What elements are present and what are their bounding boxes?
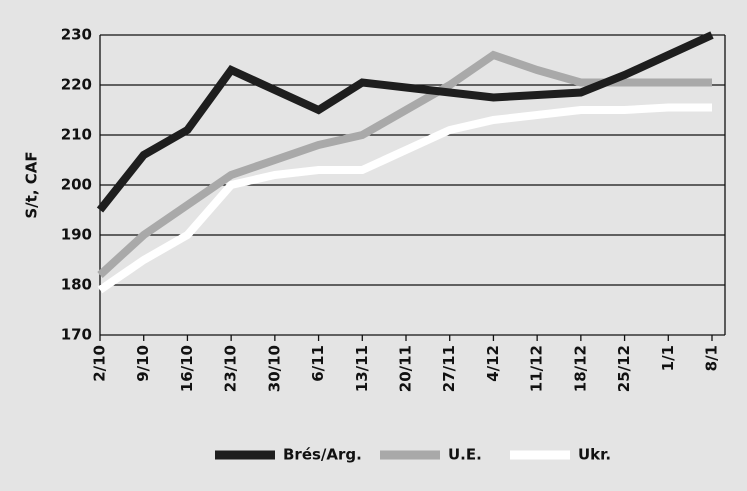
y-tick-label: 190 [61, 226, 92, 244]
y-tick-label: 170 [61, 326, 92, 344]
x-tick-label: 13/11 [353, 345, 371, 392]
x-tick-label: 9/10 [134, 345, 152, 382]
x-tick-label: 8/1 [703, 345, 721, 371]
x-tick-label: 18/12 [571, 345, 589, 392]
x-tick-label: 20/11 [397, 345, 415, 392]
x-tick-label: 4/12 [484, 345, 502, 382]
y-tick-label: 200 [61, 176, 92, 194]
y-tick-label: 230 [61, 26, 92, 44]
legend-label: Ukr. [578, 446, 611, 464]
series-line [97, 103, 712, 294]
x-tick-label: 23/10 [222, 345, 240, 392]
x-tick-label: 6/11 [309, 345, 327, 382]
series-line [96, 31, 714, 213]
x-tick-label: 16/10 [178, 345, 196, 392]
x-tick-label: 30/10 [265, 345, 283, 392]
x-tick-label: 1/1 [659, 345, 677, 371]
x-tick-label: 2/10 [91, 345, 109, 382]
x-tick-label: 27/11 [440, 345, 458, 392]
y-axis-label: S/t, CAF [23, 151, 41, 218]
legend-label: Brés/Arg. [283, 446, 362, 464]
y-tick-label: 210 [61, 126, 92, 144]
legend-label: U.E. [448, 446, 482, 464]
x-tick-label: 11/12 [528, 345, 546, 392]
y-tick-label: 220 [61, 76, 92, 94]
x-tick-label: 25/12 [615, 345, 633, 392]
y-tick-label: 180 [61, 276, 92, 294]
